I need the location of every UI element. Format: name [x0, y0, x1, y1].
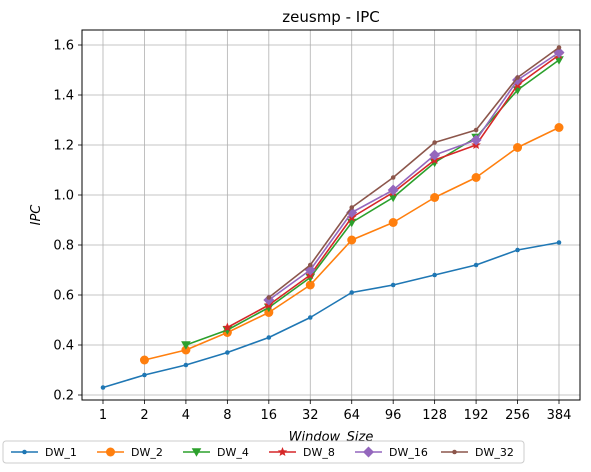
- series-line: [268, 51, 560, 301]
- data-point: [222, 322, 233, 332]
- legend-marker: [363, 446, 374, 458]
- data-point: [307, 315, 313, 320]
- x-tick-label: 64: [343, 408, 360, 423]
- data-point: [390, 282, 396, 288]
- legend-label: DW_16: [389, 446, 428, 459]
- data-point: [390, 175, 396, 180]
- series-dw-32: [266, 45, 562, 300]
- series-dw-1: [100, 240, 562, 390]
- data-point: [263, 294, 275, 306]
- data-point: [349, 205, 355, 210]
- y-tick-label: 0.4: [53, 339, 74, 354]
- data-point: [347, 235, 357, 245]
- legend-frame: [2, 440, 525, 464]
- series-dw-16: [263, 47, 565, 306]
- data-point: [222, 326, 233, 335]
- data-point: [554, 123, 564, 132]
- x-tick-label: 96: [385, 408, 402, 423]
- data-point: [264, 308, 274, 317]
- legend-marker: [277, 447, 288, 457]
- tick-layer: 1 2 4 8 16 32 64 96 128 192 256 384 0.2 0.4 0.6 0.8 1.0 1…: [53, 39, 571, 424]
- data-point: [183, 362, 189, 368]
- y-tick-label: 1.0: [53, 189, 74, 204]
- y-tick-label: 0.8: [53, 239, 74, 254]
- data-point: [430, 193, 440, 202]
- data-point: [346, 207, 358, 218]
- legend-label: DW_32: [475, 446, 514, 459]
- legend-label: DW_4: [217, 446, 249, 459]
- data-point: [471, 173, 481, 182]
- data-point: [181, 341, 191, 350]
- data-point: [388, 218, 398, 227]
- series-layer: [100, 45, 565, 390]
- x-tick-label: 384: [547, 408, 572, 423]
- legend-label: DW_2: [131, 446, 163, 459]
- grid-layer: [82, 30, 580, 400]
- data-point: [515, 75, 520, 80]
- data-point: [556, 45, 562, 50]
- data-point: [473, 262, 479, 268]
- data-point: [142, 372, 147, 378]
- legend-marker: [191, 448, 202, 457]
- data-point: [515, 247, 520, 253]
- series-line: [185, 59, 560, 346]
- data-point: [266, 295, 272, 300]
- legend-label: DW_1: [45, 446, 77, 459]
- data-point: [100, 385, 106, 390]
- plot-frame: [81, 29, 581, 401]
- y-tick-label: 1.6: [53, 39, 74, 54]
- x-tick-label: 1: [99, 408, 107, 423]
- data-point: [349, 290, 355, 295]
- data-point: [305, 280, 315, 290]
- x-tick-label: 128: [422, 408, 447, 423]
- legend: DW_1 DW_2 DW_4 DW_8 DW_16 DW_32: [2, 440, 525, 464]
- y-axis-title: IPC: [29, 204, 44, 226]
- y-tick-label: 0.2: [53, 389, 74, 404]
- x-tick-label: 4: [182, 408, 190, 423]
- data-point: [556, 240, 562, 245]
- x-tick-label: 16: [261, 408, 278, 423]
- legend-label: DW_8: [303, 446, 335, 459]
- data-point: [307, 262, 313, 268]
- data-point: [387, 184, 399, 196]
- data-point: [432, 140, 437, 145]
- legend-item: DW_1: [11, 446, 77, 459]
- chart-title: zeusmp - IPC: [282, 8, 379, 26]
- x-tick-label: 192: [464, 408, 489, 423]
- series-line: [102, 241, 560, 389]
- x-tick-label: 2: [140, 408, 148, 423]
- legend-item: DW_4: [183, 446, 249, 459]
- legend-marker: [106, 447, 115, 457]
- legend-item: DW_2: [97, 446, 163, 459]
- data-point: [429, 158, 440, 168]
- y-tick-label: 1.2: [53, 139, 74, 154]
- data-point: [266, 335, 272, 340]
- legend-marker: [452, 449, 457, 455]
- data-point: [470, 134, 482, 146]
- data-point: [225, 350, 230, 355]
- data-point: [181, 345, 191, 355]
- data-point: [473, 127, 479, 133]
- x-tick-label: 8: [223, 408, 231, 423]
- y-tick-label: 0.6: [53, 289, 74, 304]
- legend-item: DW_8: [269, 446, 335, 459]
- legend-item: DW_32: [441, 446, 514, 459]
- y-tick-label: 1.4: [53, 89, 74, 104]
- data-point: [432, 272, 437, 278]
- data-point: [513, 143, 523, 152]
- x-tick-label: 256: [505, 408, 530, 423]
- legend-item: DW_16: [355, 446, 428, 459]
- data-point: [139, 355, 149, 365]
- legend-marker: [22, 449, 27, 455]
- series-line: [268, 46, 560, 299]
- data-point: [512, 74, 524, 86]
- series-dw-2: [139, 123, 564, 365]
- data-point: [429, 149, 441, 161]
- x-tick-label: 32: [302, 408, 319, 423]
